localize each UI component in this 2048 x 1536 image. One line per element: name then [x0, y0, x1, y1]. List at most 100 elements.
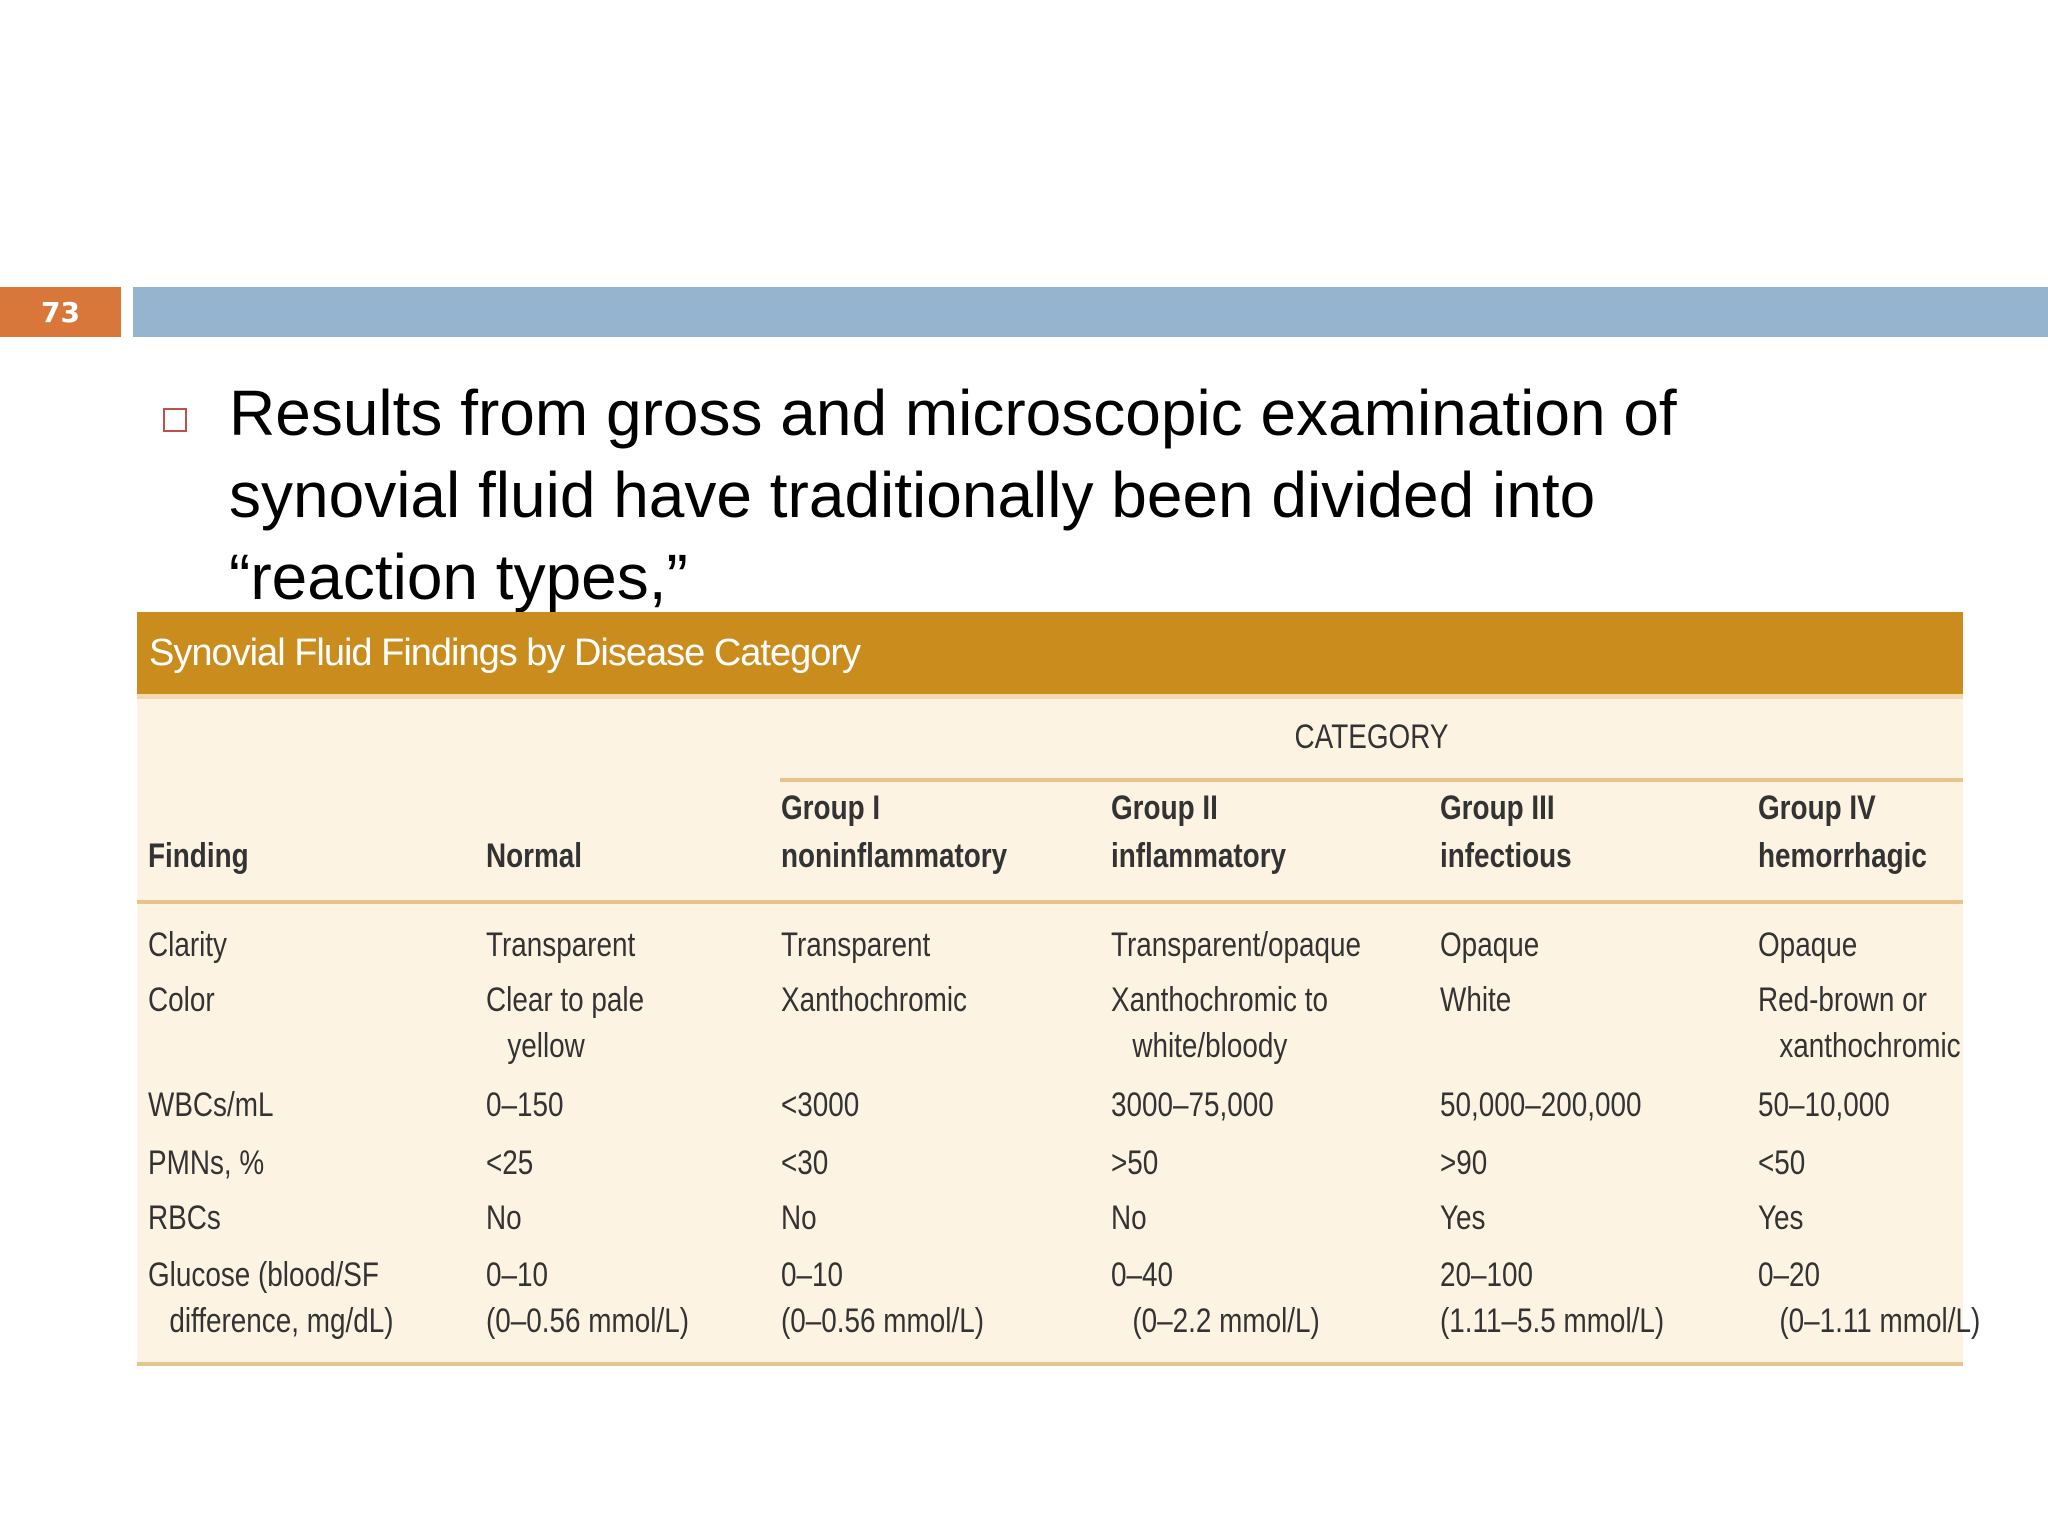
- header-finding: Finding: [148, 837, 249, 875]
- cell-line: Xanthochromic: [781, 981, 967, 1019]
- bullet-square-icon: [163, 408, 187, 432]
- cell-line: Clear to pale: [486, 981, 645, 1019]
- category-label: CATEGORY: [1294, 718, 1449, 756]
- cell-line: <30: [781, 1144, 829, 1182]
- cell-line: >50: [1111, 1144, 1159, 1182]
- synovial-fluid-table: Synovial Fluid Findings by Disease Categ…: [137, 612, 1980, 1366]
- table-cell-normal: <25: [486, 1140, 533, 1186]
- header-line: infectious: [1440, 837, 1572, 875]
- cell-line: Transparent: [486, 926, 636, 964]
- table-cell-g1: <3000: [781, 1082, 859, 1128]
- table-cell-normal: 0–10 (0–0.56 mmol/L): [486, 1252, 689, 1344]
- cell-line: 0–150: [486, 1086, 564, 1124]
- cell-line: 3000–75,000: [1111, 1086, 1274, 1124]
- cell-line: (0–2.2 mmol/L): [1132, 1302, 1320, 1340]
- table-cell-g1: 0–10 (0–0.56 mmol/L): [781, 1252, 984, 1344]
- cell-line: yellow: [507, 1027, 585, 1065]
- header-group-4: Group IV hemorrhagic: [1758, 784, 1927, 880]
- divider: [780, 778, 1963, 782]
- divider: [137, 1362, 1963, 1366]
- title-bar: [133, 287, 2048, 337]
- header-group-3: Group III infectious: [1440, 784, 1572, 880]
- table-cell-normal: Transparent: [486, 922, 635, 968]
- header-normal: Normal: [486, 837, 583, 875]
- table-cell-g4: <50: [1758, 1140, 1805, 1186]
- cell-line: 0–40: [1111, 1256, 1174, 1294]
- table-cell-g1: No: [781, 1195, 817, 1241]
- cell-line: Clarity: [148, 926, 228, 964]
- cell-line: Transparent: [781, 926, 931, 964]
- cell-line: 20–100: [1440, 1256, 1534, 1294]
- header-line: noninflammatory: [781, 837, 1008, 875]
- header-group-1: Group I noninflammatory: [781, 784, 1007, 880]
- table-cell-g4: 0–20 (0–1.11 mmol/L): [1758, 1252, 1980, 1344]
- cell-line: Opaque: [1440, 926, 1540, 964]
- table-cell-g2: 0–40 (0–2.2 mmol/L): [1111, 1252, 1320, 1344]
- divider: [137, 900, 1963, 904]
- cell-line: No: [486, 1199, 522, 1237]
- slide-number: 73: [0, 287, 121, 337]
- cell-line: (0–0.56 mmol/L): [486, 1302, 689, 1340]
- table-cell-g3: 20–100 (1.11–5.5 mmol/L): [1440, 1252, 1664, 1344]
- cell-line: WBCs/mL: [148, 1086, 274, 1124]
- cell-line: (1.11–5.5 mmol/L): [1440, 1302, 1665, 1340]
- table-cell-finding: Glucose (blood/SF difference, mg/dL): [148, 1252, 394, 1344]
- cell-line: RBCs: [148, 1199, 221, 1237]
- table-cell-finding: WBCs/mL: [148, 1082, 273, 1128]
- cell-line: <50: [1758, 1144, 1806, 1182]
- cell-line: No: [781, 1199, 817, 1237]
- table-cell-normal: Clear to pale yellow: [486, 977, 644, 1069]
- table-cell-g2: >50: [1111, 1140, 1158, 1186]
- cell-line: <3000: [781, 1086, 860, 1124]
- cell-line: difference, mg/dL): [169, 1302, 394, 1340]
- cell-line: Glucose (blood/SF: [148, 1256, 379, 1294]
- divider: [137, 694, 1963, 699]
- table-cell-g3: 50,000–200,000: [1440, 1082, 1642, 1128]
- table-cell-g4: Yes: [1758, 1195, 1803, 1241]
- cell-line: xanthochromic: [1779, 1027, 1961, 1065]
- cell-line: Color: [148, 981, 215, 1019]
- cell-line: Xanthochromic to: [1111, 981, 1328, 1019]
- table-cell-g1: Xanthochromic: [781, 977, 967, 1023]
- cell-line: Yes: [1440, 1199, 1486, 1237]
- header-line: Group I: [781, 789, 881, 827]
- cell-line: No: [1111, 1199, 1147, 1237]
- table-cell-g3: White: [1440, 977, 1511, 1023]
- cell-line: (0–1.11 mmol/L): [1779, 1302, 1981, 1340]
- table-cell-g1: <30: [781, 1140, 828, 1186]
- cell-line: Transparent/opaque: [1111, 926, 1362, 964]
- cell-line: Red-brown or: [1758, 981, 1927, 1019]
- cell-line: Opaque: [1758, 926, 1858, 964]
- cell-line: white/bloody: [1132, 1027, 1288, 1065]
- table-cell-g3: >90: [1440, 1140, 1487, 1186]
- table-cell-g2: Transparent/opaque: [1111, 922, 1361, 968]
- header-group-2: Group II inflammatory: [1111, 784, 1286, 880]
- header-line: hemorrhagic: [1758, 837, 1927, 875]
- table-cell-g4: Red-brown or xanthochromic: [1758, 977, 1961, 1069]
- table-cell-g2: No: [1111, 1195, 1147, 1241]
- bullet-text: Results from gross and microscopic exami…: [229, 377, 1677, 613]
- table-cell-g4: Opaque: [1758, 922, 1857, 968]
- cell-line: White: [1440, 981, 1512, 1019]
- table-cell-g2: 3000–75,000: [1111, 1082, 1274, 1128]
- cell-line: 0–10: [486, 1256, 549, 1294]
- header-line: Group II: [1111, 789, 1218, 827]
- table-cell-normal: No: [486, 1195, 522, 1241]
- table-cell-finding: PMNs, %: [148, 1140, 264, 1186]
- cell-line: <25: [486, 1144, 534, 1182]
- cell-line: 50–10,000: [1758, 1086, 1890, 1124]
- table-cell-finding: Color: [148, 977, 215, 1023]
- table-cell-g1: Transparent: [781, 922, 930, 968]
- table-cell-finding: Clarity: [148, 922, 227, 968]
- table-cell-finding: RBCs: [148, 1195, 221, 1241]
- cell-line: >90: [1440, 1144, 1488, 1182]
- header-line: Group IV: [1758, 789, 1876, 827]
- cell-line: 0–10: [781, 1256, 844, 1294]
- table-caption: Synovial Fluid Findings by Disease Categ…: [137, 612, 1963, 694]
- header-line: inflammatory: [1111, 837, 1287, 875]
- table-cell-g2: Xanthochromic to white/bloody: [1111, 977, 1328, 1069]
- table-cell-g3: Yes: [1440, 1195, 1485, 1241]
- table-cell-g3: Opaque: [1440, 922, 1539, 968]
- cell-line: 50,000–200,000: [1440, 1086, 1642, 1124]
- table-cell-normal: 0–150: [486, 1082, 564, 1128]
